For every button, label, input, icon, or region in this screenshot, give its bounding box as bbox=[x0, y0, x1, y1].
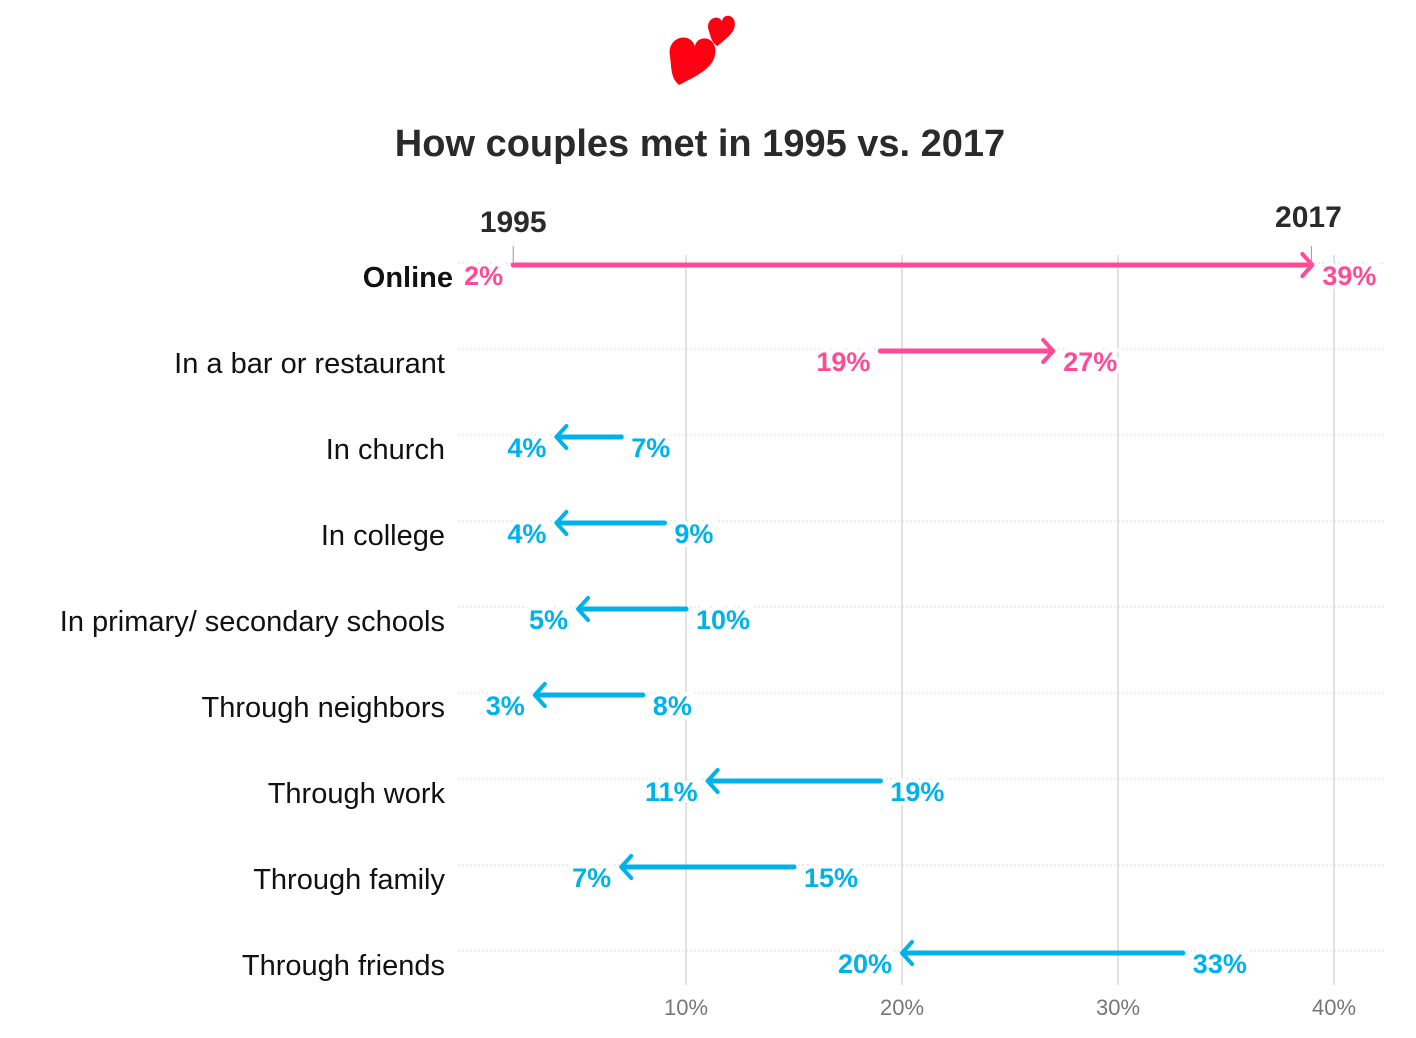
row: Online 2% 39% bbox=[363, 252, 1385, 295]
category-label: Through neighbors bbox=[202, 692, 445, 724]
arrow-head bbox=[554, 510, 569, 536]
label-1995: 1995 bbox=[480, 206, 547, 239]
value-label-2017: 4% bbox=[507, 433, 546, 463]
chart-title: How couples met in 1995 vs. 2017 bbox=[395, 123, 1005, 165]
value-label-2017: 11% bbox=[645, 777, 698, 807]
category-label: In college bbox=[321, 520, 445, 552]
value-label-2017: 5% bbox=[529, 605, 568, 635]
arrow-head bbox=[1041, 338, 1056, 364]
x-tick-label: 30% bbox=[1096, 995, 1140, 1020]
value-label-2017: 39% bbox=[1322, 261, 1376, 291]
value-label-1995: 15% bbox=[804, 863, 858, 893]
x-tick-label: 10% bbox=[664, 995, 708, 1020]
value-label-1995: 2% bbox=[464, 261, 503, 291]
row: In primary/ secondary schools 5% 10% bbox=[60, 596, 1385, 639]
value-label-1995: 10% bbox=[696, 605, 750, 635]
value-label-1995: 33% bbox=[1193, 949, 1247, 979]
value-label-2017: 20% bbox=[838, 949, 892, 979]
arrow-head bbox=[705, 768, 720, 794]
x-axis: 10% 20% 30% 40% bbox=[664, 995, 1356, 1020]
category-label: In a bar or restaurant bbox=[174, 348, 445, 380]
row: Through family 7% 15% bbox=[253, 854, 1385, 897]
category-label: Online bbox=[363, 262, 453, 294]
rows: Online 2% 39%In a bar or restaurant 19% 27%I… bbox=[60, 252, 1385, 983]
value-label-2017: 4% bbox=[507, 519, 546, 549]
x-tick-label: 40% bbox=[1312, 995, 1356, 1020]
x-tick-label: 20% bbox=[880, 995, 924, 1020]
arrow-head bbox=[900, 940, 914, 966]
row: Through friends 20% 33% bbox=[242, 940, 1385, 983]
year-labels: 1995 2017 bbox=[480, 201, 1342, 264]
arrow-head bbox=[576, 596, 590, 622]
category-label: Through work bbox=[268, 778, 446, 810]
row: Through work 11% 19% bbox=[268, 768, 1385, 811]
value-label-1995: 8% bbox=[653, 691, 692, 721]
label-2017: 2017 bbox=[1275, 201, 1342, 234]
value-label-2017: 27% bbox=[1063, 347, 1117, 377]
row: Through neighbors 3% 8% bbox=[202, 682, 1385, 725]
arrow-head bbox=[532, 682, 547, 708]
value-label-2017: 3% bbox=[486, 691, 525, 721]
row: In church 4% 7% bbox=[326, 424, 1385, 467]
arrow-head bbox=[1300, 252, 1315, 278]
category-label: In church bbox=[326, 434, 445, 466]
category-label: In primary/ secondary schools bbox=[60, 606, 445, 638]
value-label-2017: 7% bbox=[572, 863, 611, 893]
row: In a bar or restaurant 19% 27% bbox=[174, 338, 1385, 381]
value-label-1995: 7% bbox=[631, 433, 670, 463]
value-label-1995: 19% bbox=[816, 347, 870, 377]
arrow-head bbox=[554, 424, 569, 450]
category-label: Through family bbox=[253, 864, 445, 896]
row: In college 4% 9% bbox=[321, 510, 1385, 553]
value-label-1995: 19% bbox=[890, 777, 944, 807]
gridlines bbox=[685, 255, 1335, 985]
two-hearts-icon bbox=[669, 15, 735, 86]
arrow-head bbox=[619, 854, 634, 880]
category-label: Through friends bbox=[242, 950, 445, 982]
value-label-1995: 9% bbox=[674, 519, 713, 549]
